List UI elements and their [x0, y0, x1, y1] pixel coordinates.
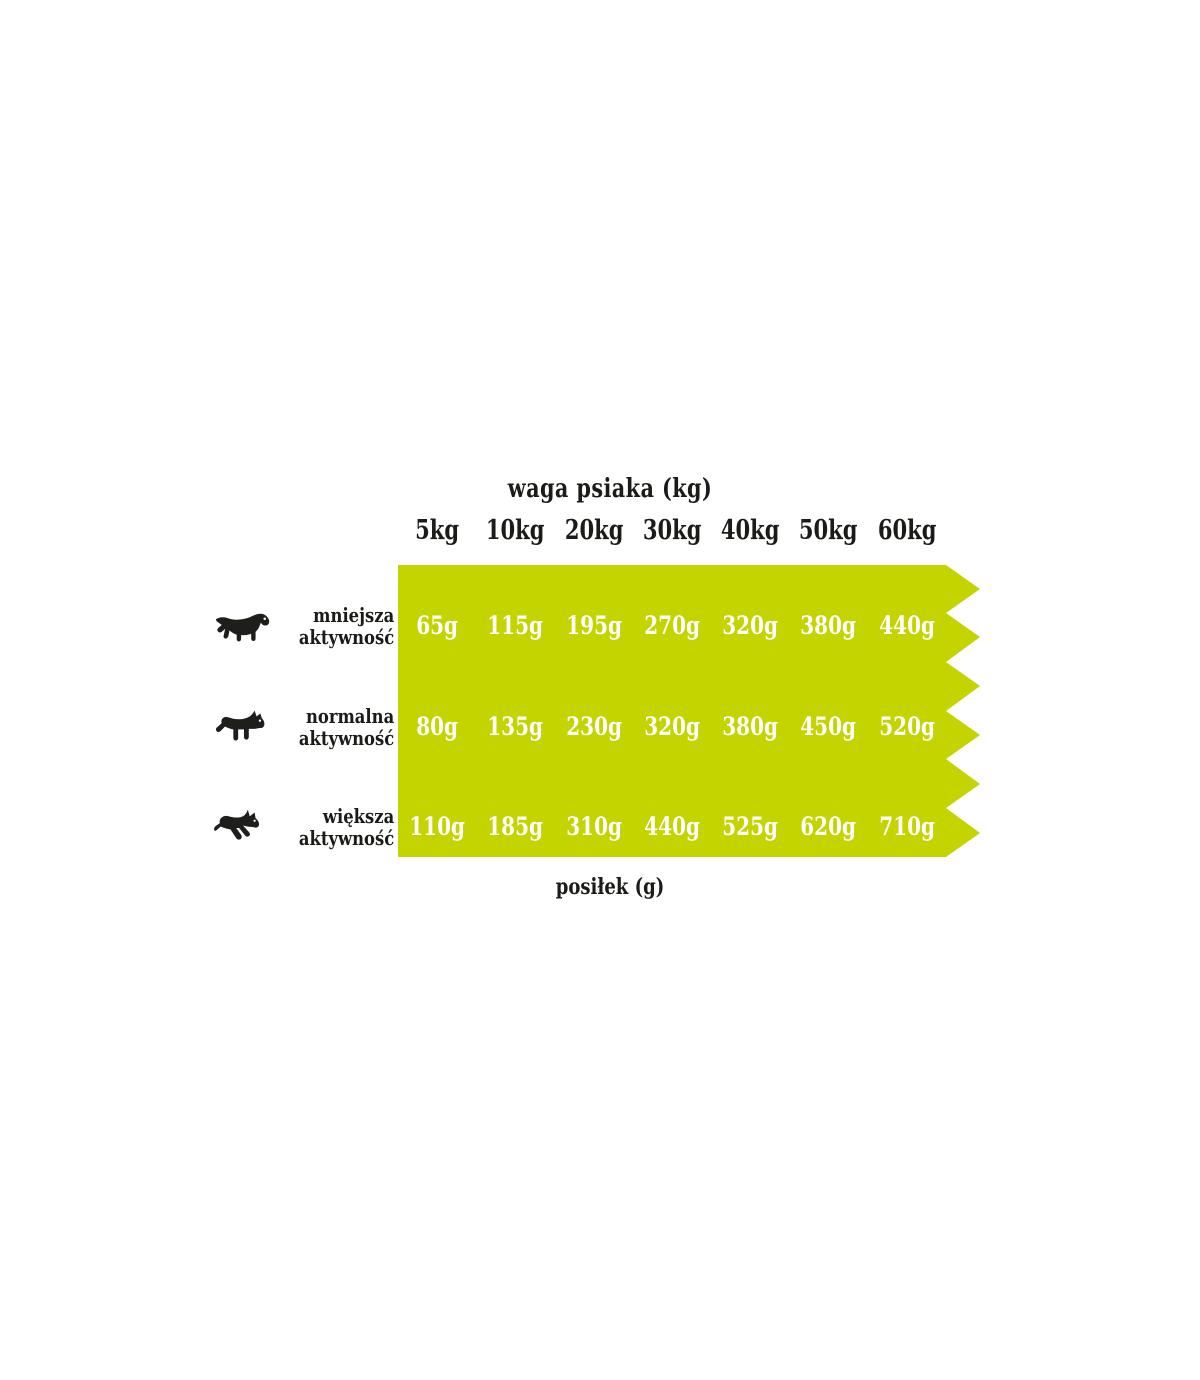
column-header-60kg: 60kg [877, 515, 937, 546]
cell-mniejsza-60kg: 440g [878, 611, 935, 640]
cell-normalna-40kg: 380g [722, 712, 779, 741]
column-header-10kg: 10kg [486, 515, 545, 546]
column-header-20kg: 20kg [564, 515, 624, 546]
cell-wieksza-60kg: 710g [878, 812, 935, 841]
row-label-mniejsza-aktywnosc: mniejsza aktywność [299, 604, 394, 648]
row-label-normalna-aktywnosc: normalna aktywność [299, 705, 394, 749]
cell-normalna-60kg: 520g [878, 712, 935, 741]
green-banner-background [398, 565, 980, 857]
cell-mniejsza-5kg: 65g [416, 611, 459, 640]
table-row: normalna aktywność 80g 135g 230g 320g 38… [0, 696, 1200, 758]
cell-normalna-5kg: 80g [416, 712, 459, 741]
row-label-line1: mniejsza [312, 603, 394, 627]
table-row: większa aktywność 110g 185g 310g 440g 52… [0, 796, 1200, 858]
dog-walking-icon [214, 705, 272, 749]
cell-normalna-20kg: 230g [565, 712, 622, 741]
row-header-mniejsza-aktywnosc: mniejsza aktywność [215, 595, 394, 657]
row-label-wieksza-aktywnosc: większa aktywność [299, 805, 394, 849]
cell-normalna-30kg: 320g [644, 712, 700, 741]
weight-column-headers: 5kg 10kg 20kg 30kg 40kg 50kg 60kg [398, 514, 946, 552]
row-values-normalna-aktywnosc: 80g 135g 230g 320g 380g 450g 520g [398, 696, 946, 758]
row-values-mniejsza-aktywnosc: 65g 115g 195g 270g 320g 380g 440g [398, 595, 946, 657]
cell-mniejsza-30kg: 270g [644, 611, 700, 640]
cell-wieksza-40kg: 525g [722, 812, 779, 841]
column-header-40kg: 40kg [720, 515, 780, 546]
table-row: mniejsza aktywność 65g 115g 195g 270g 32… [0, 595, 1200, 657]
cell-wieksza-5kg: 110g [409, 812, 466, 841]
cell-mniejsza-40kg: 320g [722, 611, 779, 640]
row-header-wieksza-aktywnosc: większa aktywność [213, 796, 394, 858]
chart-title: waga psiaka (kg) [507, 474, 713, 504]
chart-footer-caption: posiłek (g) [555, 874, 665, 900]
row-label-line1: większa [322, 804, 394, 828]
cell-wieksza-10kg: 185g [487, 812, 544, 841]
activity-rows: mniejsza aktywność 65g 115g 195g 270g 32… [0, 565, 1200, 857]
row-values-wieksza-aktywnosc: 110g 185g 310g 440g 525g 620g 710g [398, 796, 946, 858]
row-label-line2: aktywność [298, 625, 394, 649]
cell-normalna-50kg: 450g [800, 712, 857, 741]
row-label-line2: aktywność [298, 726, 394, 750]
column-header-50kg: 50kg [799, 515, 858, 546]
dog-running-icon [213, 805, 272, 849]
cell-wieksza-30kg: 440g [644, 812, 700, 841]
row-label-line2: aktywność [298, 826, 394, 850]
dog-standing-icon [214, 604, 272, 648]
column-header-30kg: 30kg [642, 515, 702, 546]
cell-mniejsza-10kg: 115g [487, 611, 544, 640]
cell-mniejsza-20kg: 195g [565, 611, 622, 640]
cell-normalna-10kg: 135g [487, 712, 544, 741]
cell-mniejsza-50kg: 380g [800, 611, 857, 640]
cell-wieksza-20kg: 310g [565, 812, 622, 841]
row-label-line1: normalna [305, 704, 394, 728]
column-header-5kg: 5kg [415, 515, 460, 546]
row-header-normalna-aktywnosc: normalna aktywność [215, 696, 394, 758]
cell-wieksza-50kg: 620g [800, 812, 857, 841]
